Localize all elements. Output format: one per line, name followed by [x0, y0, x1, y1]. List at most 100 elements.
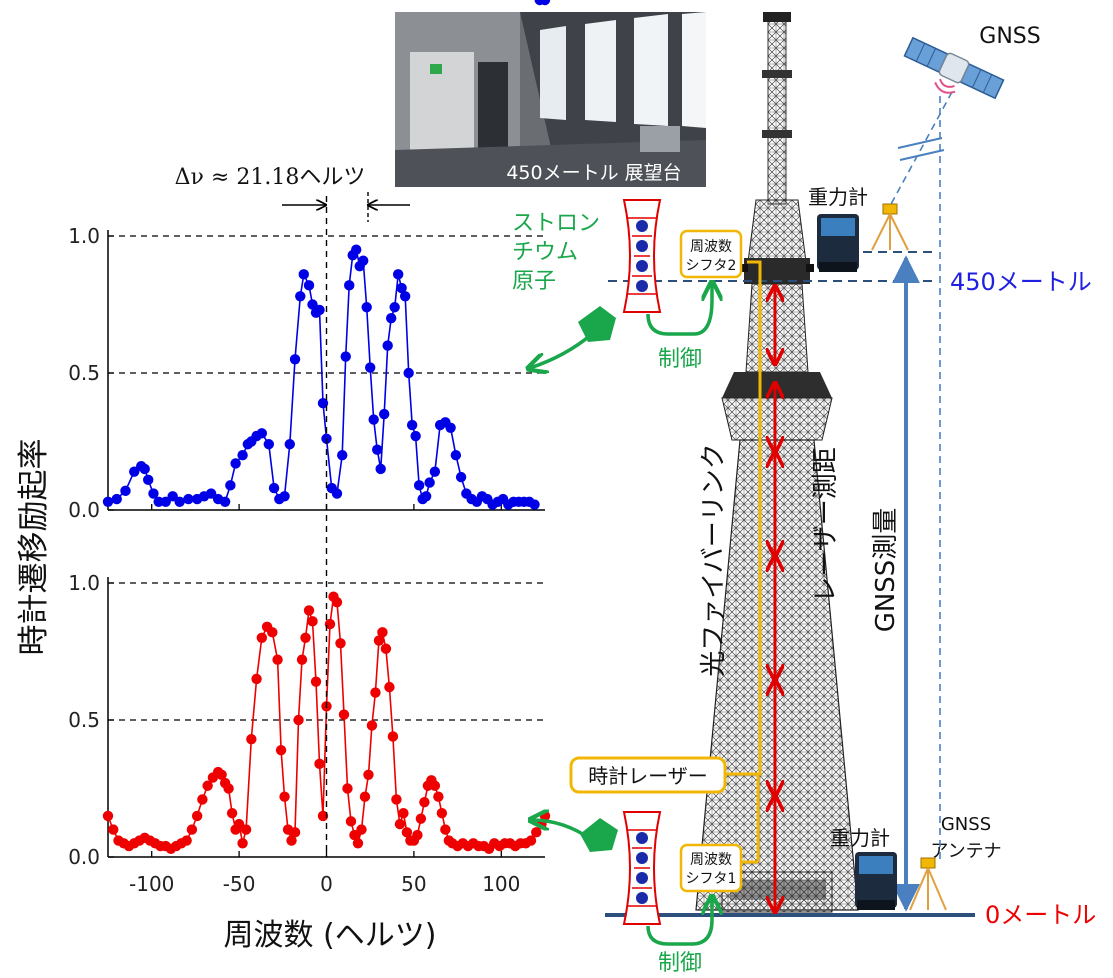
- data-point: [346, 816, 356, 826]
- data-point: [351, 245, 361, 255]
- y-axis-label: 時計遷移励起率: [16, 439, 52, 656]
- data-point: [297, 655, 307, 665]
- data-point: [375, 464, 385, 474]
- photo-caption: 450メートル 展望台: [506, 162, 681, 184]
- data-point: [290, 354, 300, 364]
- data-point: [367, 720, 377, 730]
- data-point: [103, 811, 113, 821]
- x-tick-label: -50: [223, 872, 256, 896]
- data-point: [358, 255, 368, 265]
- delta-nu-label: Δν ≈ 21.18ヘルツ: [175, 165, 366, 190]
- data-point: [410, 431, 420, 441]
- data-point: [398, 808, 408, 818]
- data-point: [414, 480, 424, 490]
- data-point: [416, 813, 426, 823]
- data-point: [421, 491, 431, 501]
- gnss-antenna-bottom-icon: [910, 858, 946, 910]
- data-point: [120, 486, 130, 496]
- data-point: [225, 480, 235, 490]
- data-point: [363, 770, 373, 780]
- data-point: [388, 731, 398, 741]
- data-point: [108, 824, 118, 834]
- data-point: [424, 477, 434, 487]
- data-point: [181, 835, 191, 845]
- data-point: [332, 488, 342, 498]
- data-point: [381, 644, 391, 654]
- height-label-0: 0メートル: [985, 901, 1096, 929]
- detector-top-icon: [530, 306, 616, 368]
- frequency-shifter-1-line2: シフタ1: [686, 871, 737, 887]
- data-point: [391, 794, 401, 804]
- data-point: [267, 627, 277, 637]
- data-point: [403, 368, 413, 378]
- atom-trap-top: [624, 200, 660, 312]
- data-point: [192, 811, 202, 821]
- data-point: [264, 439, 274, 449]
- data-point: [379, 409, 389, 419]
- data-point: [362, 302, 372, 312]
- gnss-antenna-top-icon: [872, 204, 908, 250]
- data-point: [241, 824, 251, 834]
- data-point: [290, 827, 300, 837]
- strontium-label-1: ストロン: [512, 211, 600, 236]
- delta-nu-arrows: [282, 192, 410, 222]
- data-point: [389, 302, 399, 312]
- data-point: [382, 340, 392, 350]
- data-point: [372, 445, 382, 455]
- strontium-label-2: チウム: [512, 240, 578, 265]
- data-point: [269, 483, 279, 493]
- y-tick-label: 1.0: [68, 571, 100, 595]
- data-point: [419, 797, 429, 807]
- observation-deck-photo: 450メートル 展望台: [395, 12, 706, 187]
- y-tick-label: 0.0: [68, 498, 100, 522]
- data-point: [300, 633, 310, 643]
- data-point: [437, 808, 447, 818]
- data-point: [430, 466, 440, 476]
- x-tick-label: 50: [401, 872, 426, 896]
- data-point: [342, 783, 352, 793]
- data-point: [314, 759, 324, 769]
- data-point: [344, 280, 354, 290]
- data-point: [307, 616, 317, 626]
- data-point: [304, 280, 314, 290]
- y-tick-label: 0.5: [68, 708, 100, 732]
- data-point: [400, 291, 410, 301]
- data-point: [445, 423, 455, 433]
- data-point: [335, 638, 345, 648]
- control-label-bottom: 制御: [658, 951, 702, 976]
- gravimeter-label-top: 重力計: [808, 185, 868, 209]
- data-point: [187, 824, 197, 834]
- data-point: [433, 792, 443, 802]
- data-point: [395, 819, 405, 829]
- gnss-antenna-label-2: アンテナ: [930, 841, 1001, 862]
- data-point: [197, 794, 207, 804]
- data-point: [251, 674, 261, 684]
- x-tick-label: -100: [129, 872, 174, 896]
- data-point: [529, 499, 539, 509]
- data-point: [430, 781, 440, 791]
- data-point: [353, 838, 363, 848]
- data-point: [237, 838, 247, 848]
- data-point: [293, 715, 303, 725]
- x-tick-label: 100: [482, 872, 520, 896]
- data-point: [272, 655, 282, 665]
- atom-trap-bottom: [624, 812, 660, 924]
- data-point: [339, 709, 349, 719]
- series-line: [108, 250, 535, 505]
- x-axis-label: 周波数 (ヘルツ): [224, 918, 437, 953]
- control-label-top: 制御: [658, 347, 702, 372]
- frequency-shifter-2-line1: 周波数: [690, 239, 732, 255]
- data-point: [246, 734, 256, 744]
- data-point: [227, 808, 237, 818]
- strontium-label-3: 原子: [512, 269, 556, 294]
- data-point: [279, 491, 289, 501]
- data-point: [407, 420, 417, 430]
- gnss-survey-label: GNSS測量: [871, 508, 901, 633]
- data-point: [314, 305, 324, 315]
- data-point: [223, 783, 233, 793]
- data-point: [456, 472, 466, 482]
- gravimeter-top-icon: [817, 214, 859, 272]
- data-point: [337, 450, 347, 460]
- data-point: [370, 687, 380, 697]
